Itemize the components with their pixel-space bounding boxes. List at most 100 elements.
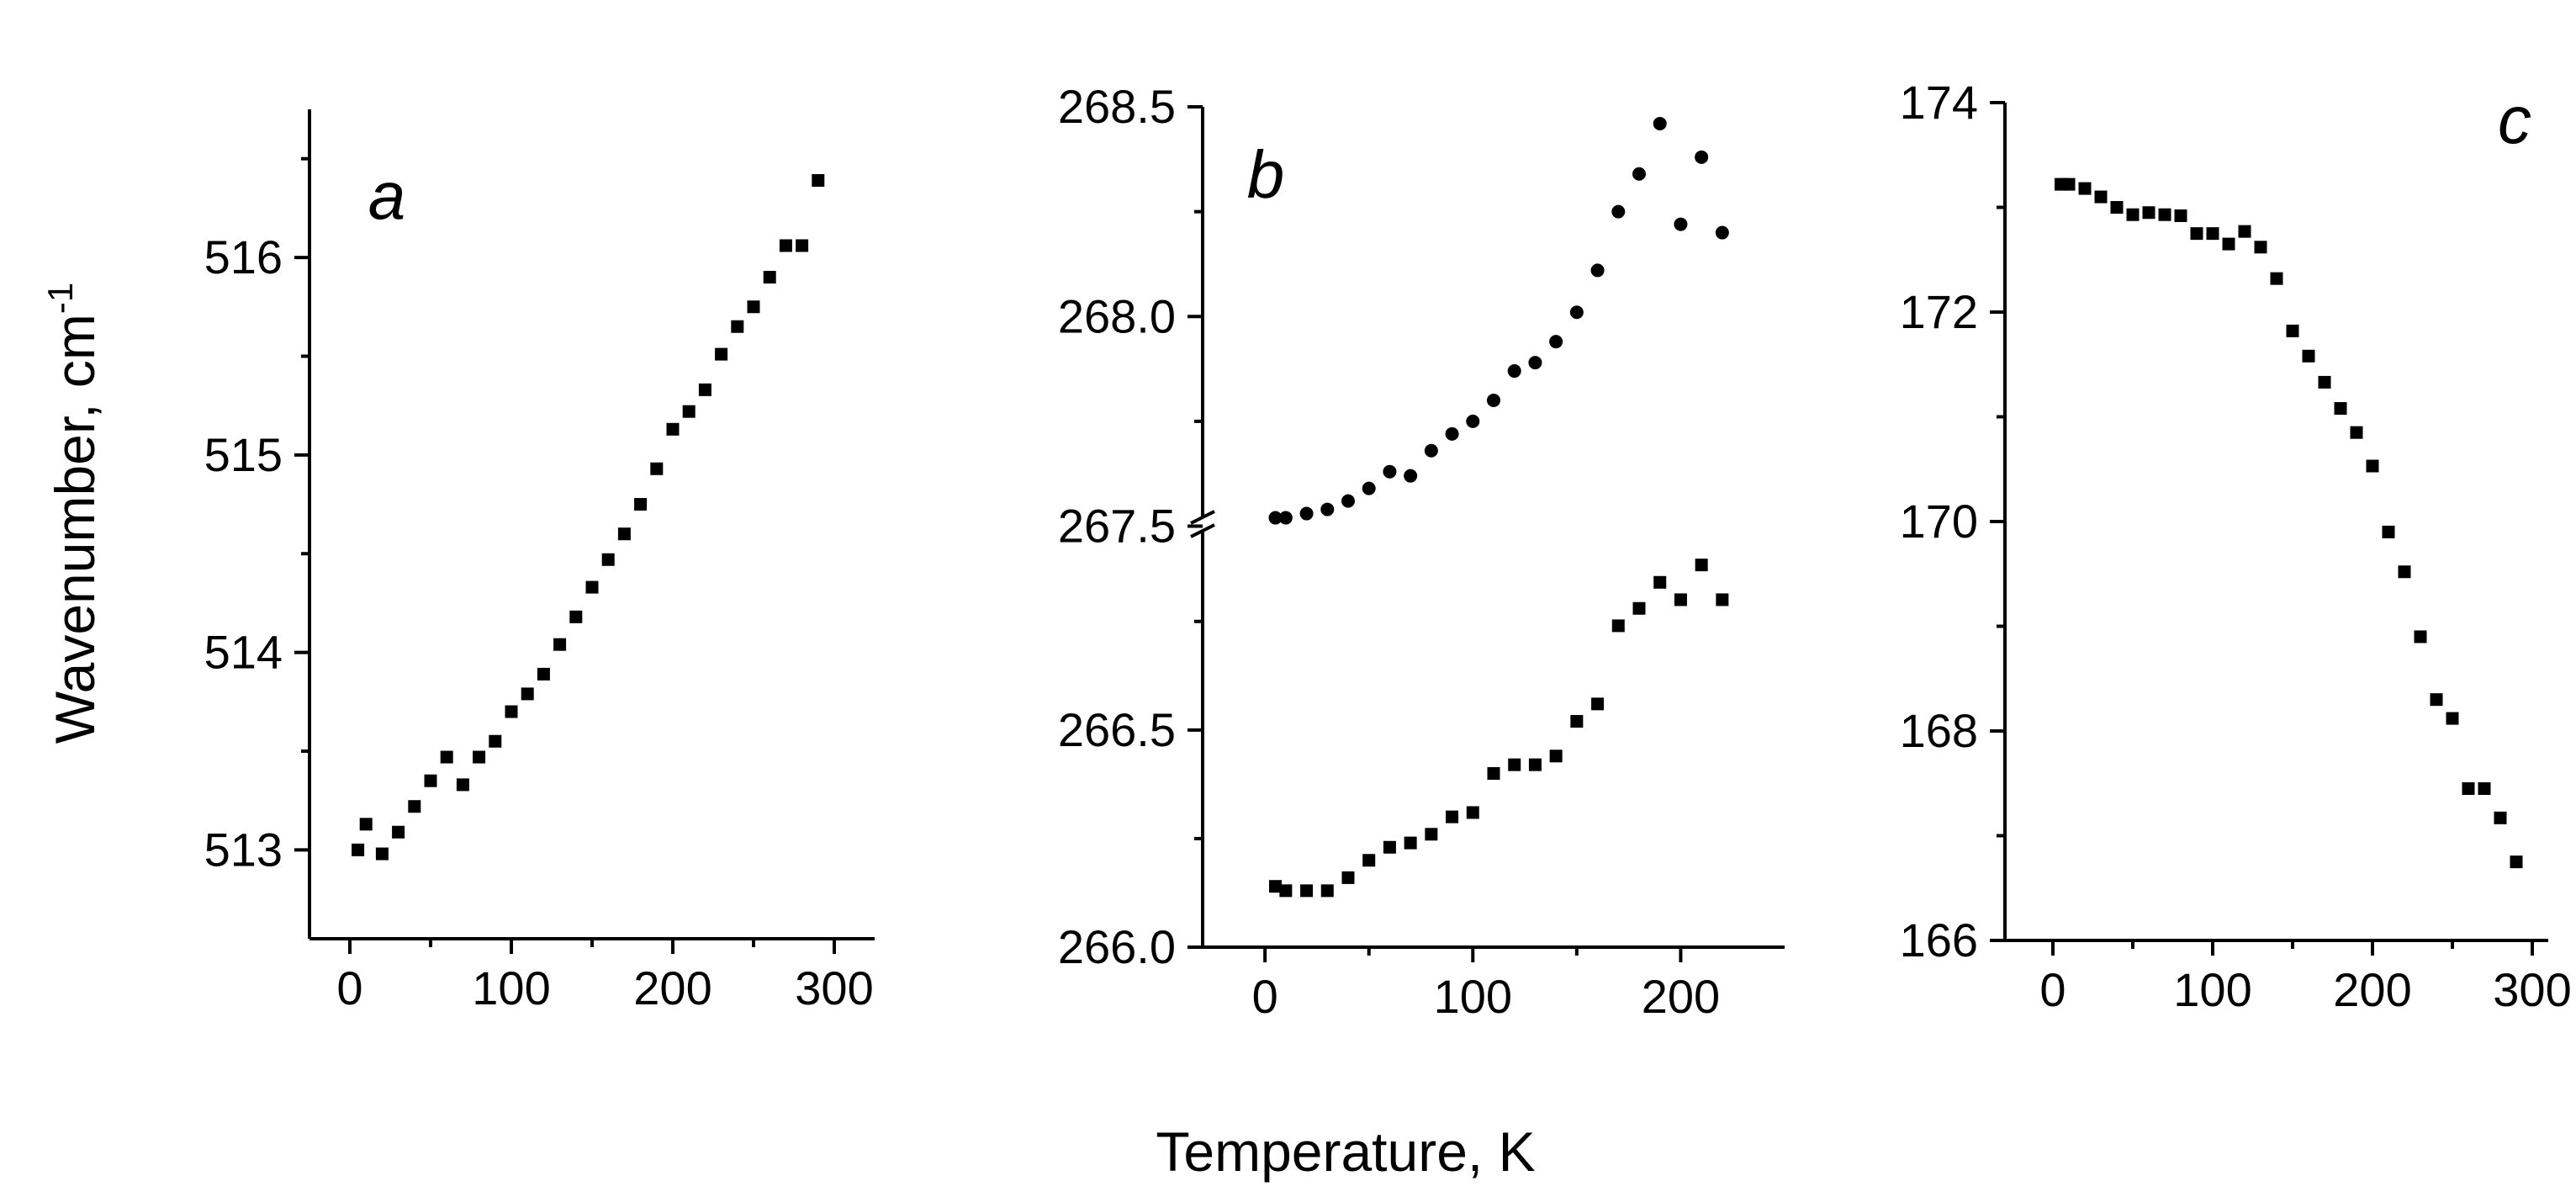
data-point [2302,349,2315,363]
data-point [392,825,405,839]
data-point-lower [1591,697,1605,711]
data-point [634,498,648,511]
data-point [352,843,365,856]
y-tick-label-upper: 267.5 [1058,500,1176,553]
x-axis-title: Temperature, K [1156,1120,1535,1183]
data-point [2510,855,2523,869]
data-point-lower [1674,593,1687,606]
data-point [812,174,825,188]
data-point [2478,781,2491,795]
data-point-lower [1611,619,1625,633]
data-point-lower [1466,806,1479,819]
y-tick-label: 513 [204,823,283,876]
data-point [747,300,760,314]
data-point-lower [1404,836,1417,850]
data-point-lower [1300,884,1314,898]
data-point-lower [1383,840,1396,854]
y-tick-label: 170 [1900,495,1978,548]
data-point-upper [1590,263,1605,278]
data-point-upper [1528,356,1542,370]
data-point-upper [1549,335,1563,349]
data-point [2446,712,2459,725]
data-point-upper [1611,204,1626,219]
data-point [2430,693,2443,707]
y-tick-label: 516 [204,230,283,283]
data-point [440,750,453,764]
data-point-lower [1508,758,1521,771]
y-tick-label: 515 [204,428,283,481]
y-tick-label-lower: 266.5 [1058,703,1176,756]
y-tick-label: 166 [1900,914,1978,967]
data-point [2350,426,2363,439]
data-point [505,705,518,718]
x-tick-label: 200 [2333,963,2411,1016]
data-point [424,774,437,787]
data-point [666,422,680,436]
data-point [682,405,696,418]
data-point [2254,241,2267,254]
x-tick-label: 300 [2493,963,2571,1016]
data-point-lower [1549,749,1563,763]
data-point [2318,375,2331,389]
data-point-lower [1279,884,1293,898]
data-point-upper [1445,426,1459,441]
data-point-upper [1507,364,1521,379]
panel-letter: c [2498,82,2531,157]
data-point [2382,525,2395,538]
axis-break-mark [1190,510,1215,525]
data-point-upper [1320,502,1335,516]
data-point-upper [1341,494,1355,508]
y-axis-title-main: Wavenumber, cm [44,314,106,744]
data-point [537,667,550,681]
data-point-lower [1570,715,1584,728]
y-tick-label-upper: 268.5 [1058,80,1176,133]
data-point [779,239,792,252]
x-tick-label: 200 [633,961,711,1014]
data-point [2062,177,2076,191]
data-point [601,553,615,566]
data-point [2222,237,2235,251]
data-point [585,580,599,594]
data-point [2270,272,2283,285]
data-point [2158,208,2171,221]
x-tick-label: 0 [336,961,362,1014]
data-point-lower [1341,871,1355,884]
data-point [2110,201,2124,214]
data-point [2286,324,2299,337]
data-point [553,638,567,651]
data-point-upper [1632,167,1646,181]
data-point-lower [1528,758,1542,771]
x-tick-label: 0 [1252,970,1278,1023]
data-point-upper [1715,225,1729,240]
data-point-lower [1446,810,1459,824]
data-point [375,847,389,861]
data-point [2366,459,2379,473]
data-point [2078,182,2092,195]
data-point [2190,227,2203,241]
data-point-upper [1569,305,1584,320]
data-point-lower [1653,575,1667,589]
x-tick-label: 100 [1434,970,1512,1023]
data-point [617,527,631,541]
data-point [2462,781,2475,795]
x-tick-label: 200 [1642,970,1720,1023]
data-point-lower [1716,593,1729,606]
data-point [2174,209,2187,222]
data-point-upper [1674,217,1688,231]
panel-letter: a [368,158,406,233]
data-point [2398,565,2411,579]
y-tick-label-upper: 268.0 [1058,289,1176,342]
x-tick-label: 100 [472,961,550,1014]
panel-a: 0 100 200 300 513 514 515 516 a [204,109,875,1014]
data-point-upper [1299,506,1314,521]
y-axis-title-superscript: -1 [40,283,80,314]
y-tick-label: 168 [1900,704,1978,757]
data-point-lower [1695,559,1708,572]
data-point [489,734,502,748]
data-point-upper [1653,116,1667,130]
x-tick-label: 100 [2173,963,2251,1016]
data-point-upper [1383,464,1397,479]
data-point-upper [1278,511,1293,525]
data-point [2206,227,2219,241]
